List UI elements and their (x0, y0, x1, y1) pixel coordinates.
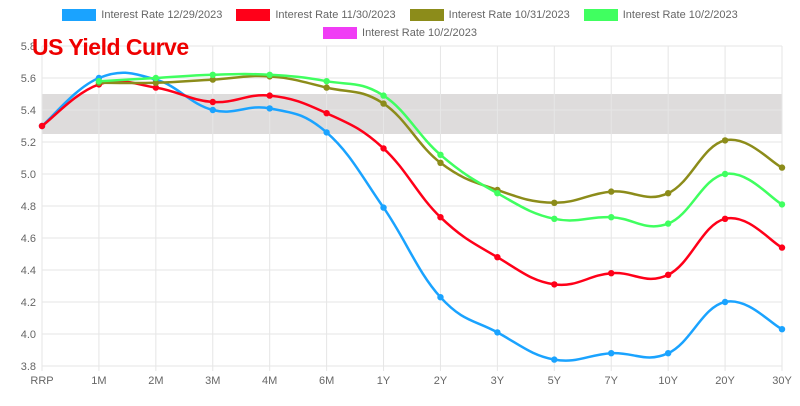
x-tick-label: 5Y (548, 375, 562, 387)
data-point-2 (380, 100, 387, 107)
x-tick-label: 2M (148, 375, 163, 387)
legend-item[interactable]: Interest Rate 11/30/2023 (236, 9, 396, 21)
legend-swatch (236, 9, 271, 21)
data-point-2 (323, 84, 330, 91)
y-tick-label: 4.6 (21, 233, 36, 245)
y-tick-label: 3.8 (21, 361, 36, 373)
data-point-3 (494, 190, 501, 197)
y-tick-label: 4.4 (21, 265, 36, 277)
data-point-1 (608, 270, 615, 277)
data-point-0 (778, 326, 786, 333)
x-tick-label: 3M (205, 375, 220, 387)
y-tick-label: 5.4 (21, 105, 36, 117)
legend-item[interactable]: Interest Rate 10/31/2023 (409, 9, 570, 21)
data-point-2 (721, 137, 729, 144)
data-point-3 (152, 74, 160, 82)
data-point-2 (608, 188, 615, 195)
data-point-0 (664, 350, 672, 357)
data-point-3 (323, 78, 330, 85)
legend-item[interactable]: Interest Rate 10/2/2023 (323, 27, 477, 39)
shaded-band (42, 94, 782, 134)
data-point-0 (209, 106, 216, 114)
legend-label: Interest Rate 10/31/2023 (448, 9, 570, 21)
y-tick-label: 5.2 (21, 137, 36, 149)
data-point-3 (551, 215, 558, 222)
data-point-1 (323, 110, 330, 117)
data-point-0 (608, 350, 615, 357)
data-point-3 (380, 92, 387, 99)
data-point-1 (209, 98, 216, 106)
legend-label: Interest Rate 11/30/2023 (275, 9, 396, 21)
legend-label: Interest Rate 10/2/2023 (622, 9, 738, 21)
x-tick-label: 2Y (434, 375, 448, 387)
legend-swatch (409, 9, 444, 21)
data-point-3 (266, 71, 273, 79)
data-point-0 (266, 105, 273, 112)
data-point-0 (494, 329, 501, 336)
data-point-2 (209, 76, 216, 83)
y-tick-label: 5.0 (21, 169, 36, 181)
data-point-0 (437, 294, 444, 301)
y-tick-label: 5.6 (21, 73, 36, 85)
data-point-1 (380, 145, 387, 152)
x-tick-label: RRP (30, 375, 53, 387)
y-tick-label: 5.8 (21, 41, 36, 53)
x-tick-label: 3Y (491, 375, 505, 387)
x-tick-label: 1M (91, 375, 106, 387)
data-point-3 (778, 201, 786, 208)
data-point-3 (664, 220, 672, 227)
data-point-1 (721, 215, 729, 222)
legend-swatch (323, 27, 358, 39)
data-point-1 (266, 92, 273, 99)
data-point-2 (152, 79, 160, 87)
data-point-3 (95, 78, 103, 85)
legend-label: Interest Rate 10/2/2023 (362, 27, 477, 39)
legend-item[interactable]: Interest Rate 10/2/2023 (583, 9, 738, 21)
data-point-2 (778, 164, 786, 171)
x-tick-label: 7Y (604, 375, 618, 387)
y-tick-label: 4.8 (21, 201, 36, 213)
data-point-1 (38, 122, 46, 130)
legend-swatch (62, 9, 97, 21)
data-point-0 (551, 356, 558, 363)
data-point-1 (778, 244, 786, 251)
legend-row-2: Interest Rate 10/2/2023 (0, 27, 800, 39)
legend-label: Interest Rate 12/29/2023 (101, 9, 223, 21)
data-point-1 (494, 254, 501, 261)
data-point-3 (608, 214, 615, 221)
data-point-0 (721, 298, 729, 306)
x-tick-label: 20Y (715, 375, 735, 387)
y-tick-label: 4.0 (21, 329, 36, 341)
data-point-0 (380, 204, 387, 211)
data-point-2 (551, 199, 558, 206)
data-point-1 (152, 84, 160, 91)
data-point-2 (437, 159, 444, 166)
data-point-1 (551, 281, 558, 288)
chart-title: US Yield Curve (32, 34, 189, 60)
data-point-0 (323, 129, 330, 136)
data-point-1 (437, 214, 444, 221)
legend-swatch (583, 9, 618, 21)
x-tick-label: 4M (262, 375, 277, 387)
data-point-3 (437, 151, 444, 158)
x-tick-label: 10Y (658, 375, 678, 387)
x-tick-label: 1Y (377, 375, 391, 387)
x-tick-label: 30Y (772, 375, 792, 387)
x-tick-label: 6M (319, 375, 334, 387)
data-point-3 (209, 71, 216, 79)
y-tick-label: 4.2 (21, 297, 36, 309)
data-point-1 (664, 271, 672, 278)
data-point-2 (664, 190, 672, 197)
legend-item[interactable]: Interest Rate 12/29/2023 (62, 9, 222, 21)
data-point-3 (721, 170, 729, 178)
legend-row-1: Interest Rate 12/29/2023 Interest Rate 11… (0, 9, 800, 21)
